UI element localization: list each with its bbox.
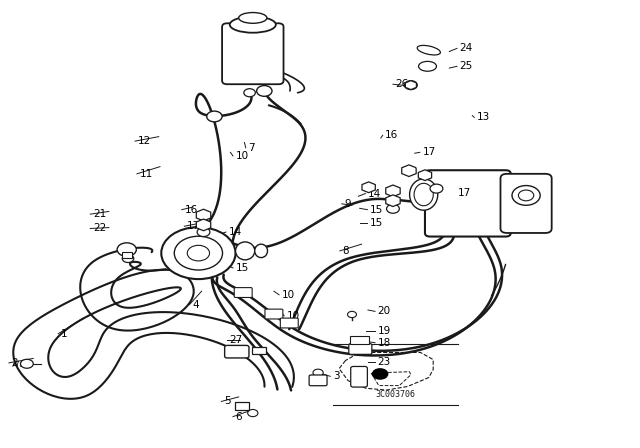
Circle shape xyxy=(117,243,136,256)
Circle shape xyxy=(372,368,388,380)
Polygon shape xyxy=(196,209,211,221)
Text: 18: 18 xyxy=(378,338,391,348)
Circle shape xyxy=(512,185,540,205)
Ellipse shape xyxy=(236,242,255,260)
Ellipse shape xyxy=(239,13,267,23)
Text: 21: 21 xyxy=(93,209,106,219)
Circle shape xyxy=(174,236,223,270)
FancyBboxPatch shape xyxy=(349,344,372,354)
Polygon shape xyxy=(386,195,400,207)
Text: 7: 7 xyxy=(248,143,255,153)
Text: 16: 16 xyxy=(385,130,399,140)
Circle shape xyxy=(248,409,258,417)
FancyBboxPatch shape xyxy=(222,23,284,84)
Text: 10: 10 xyxy=(236,151,249,161)
FancyBboxPatch shape xyxy=(225,345,249,358)
Text: 26: 26 xyxy=(396,79,409,89)
Circle shape xyxy=(313,369,323,376)
Circle shape xyxy=(387,204,399,213)
Text: 14: 14 xyxy=(228,227,242,237)
Text: 12: 12 xyxy=(138,136,151,146)
Polygon shape xyxy=(405,81,417,90)
Text: 24: 24 xyxy=(460,43,473,53)
Polygon shape xyxy=(419,170,431,181)
Circle shape xyxy=(197,228,210,237)
Text: 1: 1 xyxy=(61,329,67,339)
Polygon shape xyxy=(362,182,375,193)
Circle shape xyxy=(404,81,417,90)
FancyBboxPatch shape xyxy=(309,375,327,386)
Circle shape xyxy=(122,254,134,263)
Text: 13: 13 xyxy=(477,112,490,122)
FancyBboxPatch shape xyxy=(280,318,298,328)
Text: 19: 19 xyxy=(378,326,391,336)
Circle shape xyxy=(518,190,534,201)
FancyBboxPatch shape xyxy=(234,288,252,297)
Text: 15: 15 xyxy=(236,263,249,273)
FancyBboxPatch shape xyxy=(252,347,266,354)
Text: 17: 17 xyxy=(187,221,200,231)
Text: 27: 27 xyxy=(229,336,243,345)
FancyBboxPatch shape xyxy=(122,252,132,258)
Circle shape xyxy=(430,184,443,193)
Text: 16: 16 xyxy=(184,205,198,215)
Text: 3: 3 xyxy=(333,371,339,381)
Text: 23: 23 xyxy=(378,357,391,367)
Text: 22: 22 xyxy=(93,224,106,233)
Text: 17: 17 xyxy=(422,147,436,157)
Ellipse shape xyxy=(414,183,433,206)
Text: 17: 17 xyxy=(458,188,471,198)
Text: 5: 5 xyxy=(224,396,230,406)
Circle shape xyxy=(161,227,236,279)
Circle shape xyxy=(348,311,356,318)
Circle shape xyxy=(257,86,272,96)
Polygon shape xyxy=(196,219,211,231)
Text: 2: 2 xyxy=(12,358,18,368)
Circle shape xyxy=(188,246,209,261)
Ellipse shape xyxy=(410,179,438,210)
Text: 6: 6 xyxy=(236,412,242,422)
Ellipse shape xyxy=(419,61,436,71)
FancyBboxPatch shape xyxy=(350,336,369,344)
Text: 11: 11 xyxy=(140,169,153,179)
Text: 20: 20 xyxy=(378,306,391,316)
Text: 25: 25 xyxy=(460,61,473,71)
Text: 9: 9 xyxy=(344,199,351,209)
FancyBboxPatch shape xyxy=(265,309,283,319)
Text: 4: 4 xyxy=(192,300,198,310)
FancyBboxPatch shape xyxy=(500,174,552,233)
Ellipse shape xyxy=(255,244,268,258)
Polygon shape xyxy=(386,185,400,197)
Circle shape xyxy=(20,359,33,368)
Text: 10: 10 xyxy=(287,311,300,321)
Text: 8: 8 xyxy=(342,246,349,256)
Ellipse shape xyxy=(417,45,440,55)
FancyBboxPatch shape xyxy=(235,402,249,410)
Text: 15: 15 xyxy=(370,205,383,215)
Circle shape xyxy=(244,89,255,97)
Text: 10: 10 xyxy=(282,290,295,300)
Text: 15: 15 xyxy=(370,218,383,228)
Polygon shape xyxy=(402,165,416,177)
FancyBboxPatch shape xyxy=(351,366,367,387)
Text: 3C003706: 3C003706 xyxy=(375,390,415,399)
Text: 14: 14 xyxy=(368,189,381,198)
FancyBboxPatch shape xyxy=(425,170,511,237)
Circle shape xyxy=(207,111,222,122)
Ellipse shape xyxy=(230,17,276,33)
